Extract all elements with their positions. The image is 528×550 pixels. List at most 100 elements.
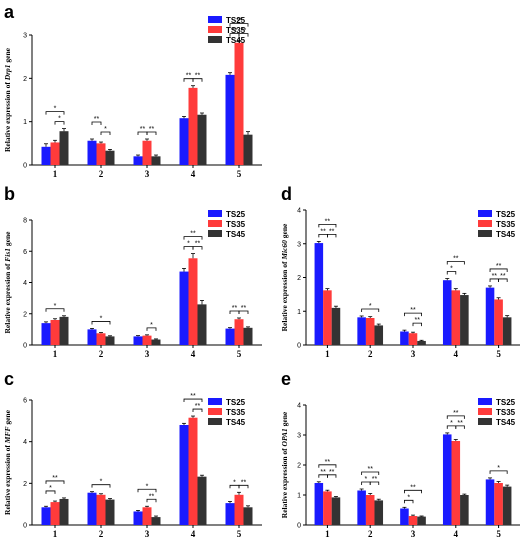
significance-bracket bbox=[327, 233, 337, 238]
significance-label: ** bbox=[500, 273, 506, 280]
panel-label-c: c bbox=[4, 369, 14, 389]
bar-ts45 bbox=[105, 150, 115, 165]
bar-ts45 bbox=[151, 517, 161, 525]
significance-bracket bbox=[446, 415, 465, 419]
significance-label: ** bbox=[410, 484, 416, 491]
significance-label: ** bbox=[149, 493, 155, 500]
significance-label: ** bbox=[241, 305, 247, 312]
significance-bracket bbox=[361, 471, 380, 475]
bar-ts35 bbox=[451, 290, 461, 345]
significance-label: * bbox=[54, 106, 57, 113]
legend-swatch-ts45 bbox=[478, 230, 492, 237]
bar-ts25 bbox=[133, 336, 143, 345]
legend-swatch-ts25 bbox=[478, 398, 492, 405]
bar-ts25 bbox=[314, 483, 324, 525]
x-tick-label: 3 bbox=[411, 529, 416, 539]
bar-ts45 bbox=[374, 325, 384, 345]
y-axis-title: Relative expression of MFF gene bbox=[3, 409, 12, 515]
bar-ts45 bbox=[374, 500, 384, 525]
legend-swatch-ts25 bbox=[208, 398, 222, 405]
significance-label: ** bbox=[149, 126, 155, 133]
significance-bracket bbox=[192, 246, 203, 250]
bar-ts35 bbox=[50, 142, 60, 165]
significance-label: * bbox=[369, 303, 372, 310]
significance-bracket bbox=[369, 481, 380, 485]
significance-label: ** bbox=[367, 466, 373, 473]
bar-ts35 bbox=[323, 290, 332, 345]
bar-ts45 bbox=[331, 307, 341, 345]
y-tick-label: 2 bbox=[23, 481, 27, 488]
bar-ts35 bbox=[142, 507, 152, 525]
y-tick-label: 1 bbox=[23, 119, 27, 126]
significance-label: ** bbox=[453, 256, 459, 263]
legend-label-ts25: TS25 bbox=[226, 16, 246, 25]
x-tick-label: 5 bbox=[496, 529, 501, 539]
bar-ts45 bbox=[197, 476, 207, 525]
significance-bracket bbox=[137, 488, 157, 493]
significance-bracket bbox=[455, 425, 465, 429]
significance-label: ** bbox=[190, 231, 196, 238]
bar-ts35 bbox=[234, 319, 244, 345]
y-tick-label: 2 bbox=[297, 463, 301, 470]
x-tick-label: 3 bbox=[145, 349, 150, 359]
significance-label: ** bbox=[492, 273, 498, 280]
x-tick-label: 4 bbox=[191, 529, 196, 539]
bar-ts25 bbox=[133, 511, 143, 525]
bar-ts25 bbox=[357, 490, 366, 525]
x-tick-label: 1 bbox=[53, 529, 58, 539]
bar-ts25 bbox=[442, 434, 452, 525]
significance-bracket bbox=[238, 33, 249, 37]
significance-label: ** bbox=[453, 410, 459, 417]
significance-label: ** bbox=[410, 307, 416, 314]
y-tick-label: 2 bbox=[297, 275, 301, 282]
x-tick-label: 4 bbox=[454, 529, 459, 539]
bar-ts35 bbox=[234, 42, 244, 165]
significance-bracket bbox=[489, 268, 508, 272]
significance-label: ** bbox=[320, 469, 326, 476]
x-tick-label: 1 bbox=[325, 349, 330, 359]
bar-ts45 bbox=[59, 131, 69, 165]
bar-ts25 bbox=[485, 479, 495, 525]
y-tick-label: 2 bbox=[23, 311, 27, 318]
panel-b: b 0 2 4 6 8 Relative expression of Fis1 gene 1 2… bbox=[3, 184, 262, 359]
bar-ts25 bbox=[400, 508, 409, 525]
significance-label: ** bbox=[186, 73, 192, 80]
bar-ts25 bbox=[314, 243, 324, 345]
significance-bracket bbox=[404, 312, 422, 317]
panel-c: c 0 2 4 6 Relative expression of MFF gene 1 2 3 4… bbox=[3, 369, 262, 539]
legend-label-ts35: TS35 bbox=[496, 408, 516, 417]
significance-label: ** bbox=[325, 218, 331, 225]
significance-label: ** bbox=[190, 393, 196, 400]
significance-bracket bbox=[146, 131, 157, 135]
panel-label-e: e bbox=[281, 369, 291, 389]
bar-ts45 bbox=[151, 339, 161, 345]
significance-label: * bbox=[450, 420, 453, 427]
y-tick-label: 3 bbox=[297, 241, 301, 248]
panel-e: e 0 1 2 3 4 Relative expression of OPA1 gene 1 2… bbox=[280, 369, 520, 539]
x-tick-label: 1 bbox=[325, 529, 330, 539]
x-tick-label: 2 bbox=[368, 349, 373, 359]
significance-label: * bbox=[54, 303, 57, 310]
legend-label-ts35: TS35 bbox=[226, 220, 246, 229]
legend-label-ts45: TS45 bbox=[496, 230, 516, 239]
bar-ts25 bbox=[87, 492, 97, 525]
bar-ts35 bbox=[142, 140, 152, 165]
bar-ts25 bbox=[225, 328, 235, 345]
x-tick-label: 5 bbox=[237, 349, 242, 359]
significance-label: ** bbox=[94, 116, 100, 123]
significance-label: * bbox=[187, 241, 190, 248]
y-tick-label: 0 bbox=[23, 523, 27, 530]
panel-label-a: a bbox=[4, 2, 15, 22]
panel-label-d: d bbox=[281, 184, 292, 204]
significance-label: ** bbox=[241, 479, 247, 486]
x-tick-label: 1 bbox=[53, 169, 58, 179]
bar-ts45 bbox=[105, 499, 115, 525]
significance-bracket bbox=[45, 308, 65, 312]
x-tick-label: 2 bbox=[368, 529, 373, 539]
bar-ts45 bbox=[197, 114, 207, 165]
significance-label: ** bbox=[52, 475, 58, 482]
bar-ts35 bbox=[494, 299, 503, 345]
bar-ts25 bbox=[225, 503, 235, 525]
y-tick-label: 4 bbox=[297, 208, 301, 215]
